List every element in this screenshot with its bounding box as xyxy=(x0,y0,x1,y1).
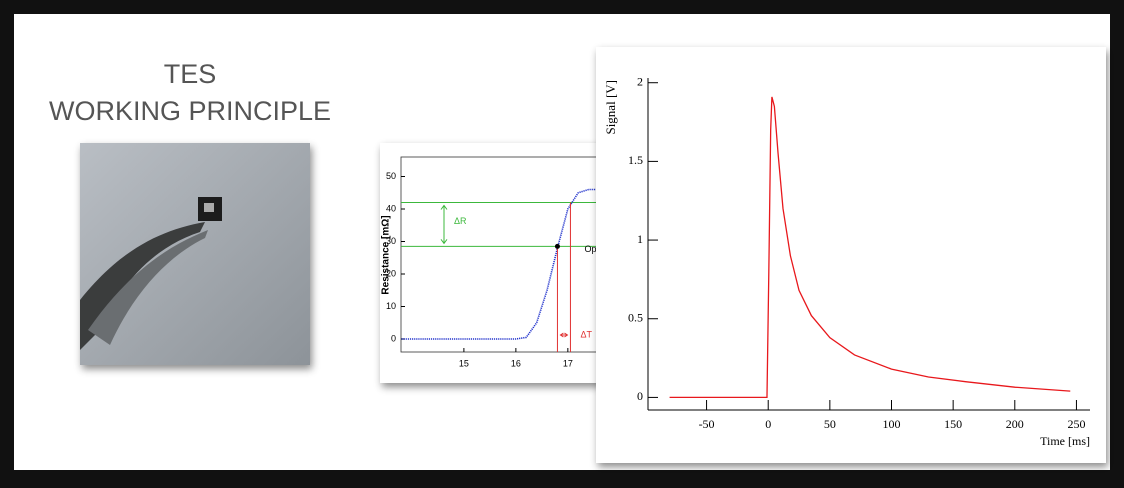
y-tick-label: 0 xyxy=(637,389,643,403)
annotation: ΔT xyxy=(580,329,592,339)
y-tick-label: 0 xyxy=(391,333,396,343)
y-tick-label: 0.5 xyxy=(628,310,643,324)
x-tick-label: 50 xyxy=(824,417,836,431)
resistance-chart: 0 10 20 30 40 50 15 16 17 Resistance [mΩ] ΔR Ope ΔT xyxy=(381,156,601,368)
data-line xyxy=(669,96,1071,399)
x-axis-label: Time [ms] xyxy=(1040,434,1090,448)
y-tick-label: 10 xyxy=(386,301,396,311)
tweezer xyxy=(88,230,208,345)
x-tick-label: 15 xyxy=(459,358,469,368)
signal-chart: 0 0.5 1 1.5 2 -50 0 50 100 150 200 250 Signal [V] Tim… xyxy=(603,74,1090,448)
plot-frame xyxy=(400,156,600,353)
x-tick-label: 150 xyxy=(944,417,962,431)
title-line: TES xyxy=(164,59,217,89)
data-line xyxy=(401,188,600,340)
annotation: ΔR xyxy=(454,216,467,226)
photo xyxy=(80,143,310,365)
y-tick-label: 1.5 xyxy=(628,153,643,167)
delta-t-arrow xyxy=(559,332,569,338)
y-axis-label: Signal [V] xyxy=(603,80,618,135)
title-line: WORKING PRINCIPLE xyxy=(49,96,331,126)
annotation: Ope xyxy=(584,244,601,254)
y-tick-label: 20 xyxy=(386,268,396,278)
operating-point xyxy=(554,243,560,249)
y-tick-label: 1 xyxy=(637,232,643,246)
y-tick-label: 50 xyxy=(386,171,396,181)
chart-card xyxy=(596,47,1106,463)
x-tick-label: 250 xyxy=(1067,417,1085,431)
y-tick-label: 40 xyxy=(386,203,396,213)
tweezer xyxy=(80,222,205,350)
x-tick-label: 16 xyxy=(511,358,521,368)
chip-pad xyxy=(204,203,214,212)
y-tick-label: 30 xyxy=(386,236,396,246)
x-tick-label: 17 xyxy=(563,358,573,368)
y-tick-label: 2 xyxy=(637,74,643,88)
x-tick-label: 200 xyxy=(1006,417,1024,431)
x-tick-label: -50 xyxy=(699,417,715,431)
chart-card xyxy=(380,143,602,383)
x-tick-label: 0 xyxy=(765,417,771,431)
x-tick-label: 100 xyxy=(883,417,901,431)
delta-r-arrow xyxy=(440,204,448,245)
y-axis-label: Resistance [mΩ] xyxy=(381,215,392,294)
